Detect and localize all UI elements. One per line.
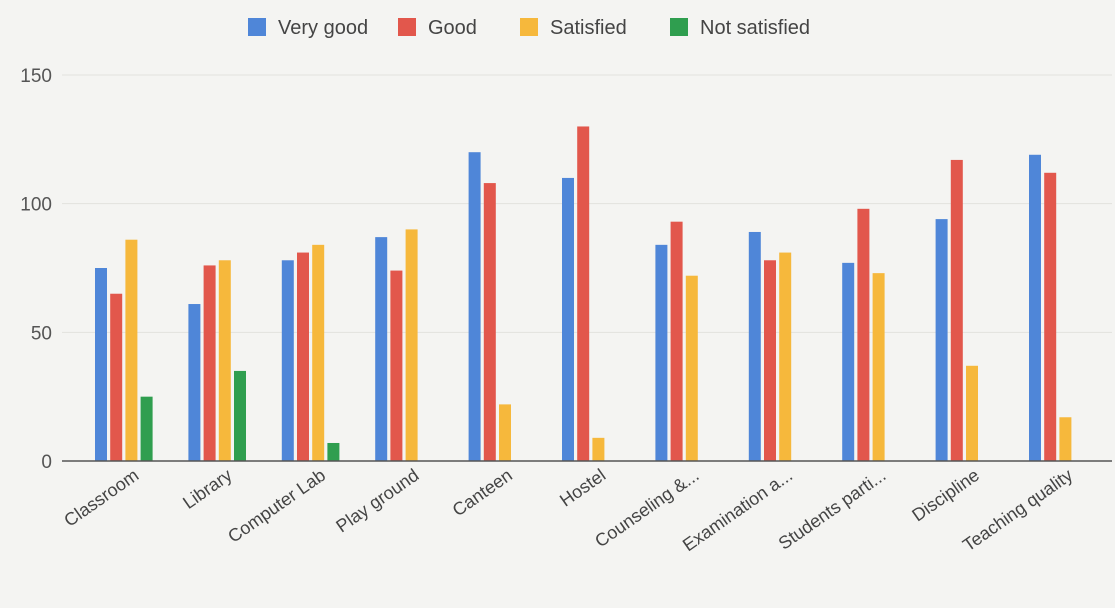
bar-students-parti-good <box>857 208 870 461</box>
bar-teaching-quality-satisfied <box>1059 417 1072 461</box>
legend-item-good: Good <box>398 17 477 39</box>
legend: Very good Good Satisfied Not satisfied <box>248 17 810 39</box>
legend-item-not-satisfied: Not satisfied <box>670 17 810 39</box>
legend-swatch-not-satisfied <box>670 18 688 36</box>
bar-hostel-very-good <box>562 177 574 461</box>
bar-counseling-satisfied <box>685 275 698 461</box>
bar-canteen-good <box>483 183 496 461</box>
bar-computer-lab-satisfied <box>312 244 325 461</box>
bar-play-ground-very-good <box>375 237 388 461</box>
bar-counseling-good <box>670 221 683 461</box>
x-tick-label-canteen: Canteen <box>449 465 516 520</box>
legend-label-satisfied: Satisfied <box>550 17 627 39</box>
bar-hostel-good <box>577 126 590 461</box>
legend-swatch-satisfied <box>520 18 538 36</box>
bar-examination-a-very-good <box>748 231 761 461</box>
bar-classroom-good <box>110 293 123 461</box>
bar-discipline-very-good <box>935 219 948 461</box>
legend-item-very-good: Very good <box>248 17 368 39</box>
bar-computer-lab-very-good <box>281 260 294 461</box>
bar-computer-lab-good <box>297 252 309 461</box>
bar-canteen-satisfied <box>499 404 511 461</box>
bar-counseling-very-good <box>655 244 668 461</box>
y-tick-label-0: 0 <box>41 452 52 473</box>
legend-label-good: Good <box>428 17 477 39</box>
bar-library-satisfied <box>218 260 231 461</box>
y-tick-label-150: 150 <box>20 66 52 87</box>
bar-play-ground-satisfied <box>405 229 418 461</box>
bar-teaching-quality-good <box>1044 172 1057 461</box>
bar-computer-lab-not-satisfied <box>327 442 340 461</box>
bar-examination-a-satisfied <box>779 252 792 461</box>
y-axis: 0 50 100 150 <box>20 66 52 473</box>
bar-classroom-satisfied <box>125 239 138 461</box>
x-tick-label-computer-lab: Computer Lab <box>224 465 329 547</box>
legend-item-satisfied: Satisfied <box>520 17 627 39</box>
bar-classroom-not-satisfied <box>140 396 153 461</box>
x-tick-label-discipline: Discipline <box>908 465 983 526</box>
bar-teaching-quality-very-good <box>1029 154 1041 462</box>
y-tick-label-50: 50 <box>31 323 52 344</box>
bar-students-parti-satisfied <box>872 273 885 461</box>
bars <box>95 126 1072 462</box>
bar-library-not-satisfied <box>234 370 246 461</box>
bar-library-good <box>203 265 216 461</box>
x-tick-label-play-ground: Play ground <box>332 465 422 536</box>
bar-play-ground-good <box>390 270 403 461</box>
legend-label-very-good: Very good <box>278 17 368 39</box>
bar-discipline-satisfied <box>966 365 978 461</box>
x-tick-label-library: Library <box>179 465 236 513</box>
bar-hostel-satisfied <box>592 437 605 461</box>
y-tick-label-100: 100 <box>20 195 52 216</box>
legend-swatch-good <box>398 18 416 36</box>
bar-examination-a-good <box>764 260 776 461</box>
x-tick-label-hostel: Hostel <box>556 465 609 511</box>
legend-label-not-satisfied: Not satisfied <box>700 17 810 39</box>
bar-canteen-very-good <box>468 152 481 461</box>
bar-discipline-good <box>950 159 963 462</box>
legend-swatch-very-good <box>248 18 266 36</box>
bar-classroom-very-good <box>95 268 107 461</box>
x-tick-label-classroom: Classroom <box>60 465 142 531</box>
bar-library-very-good <box>188 304 201 461</box>
bar-students-parti-very-good <box>842 262 855 461</box>
